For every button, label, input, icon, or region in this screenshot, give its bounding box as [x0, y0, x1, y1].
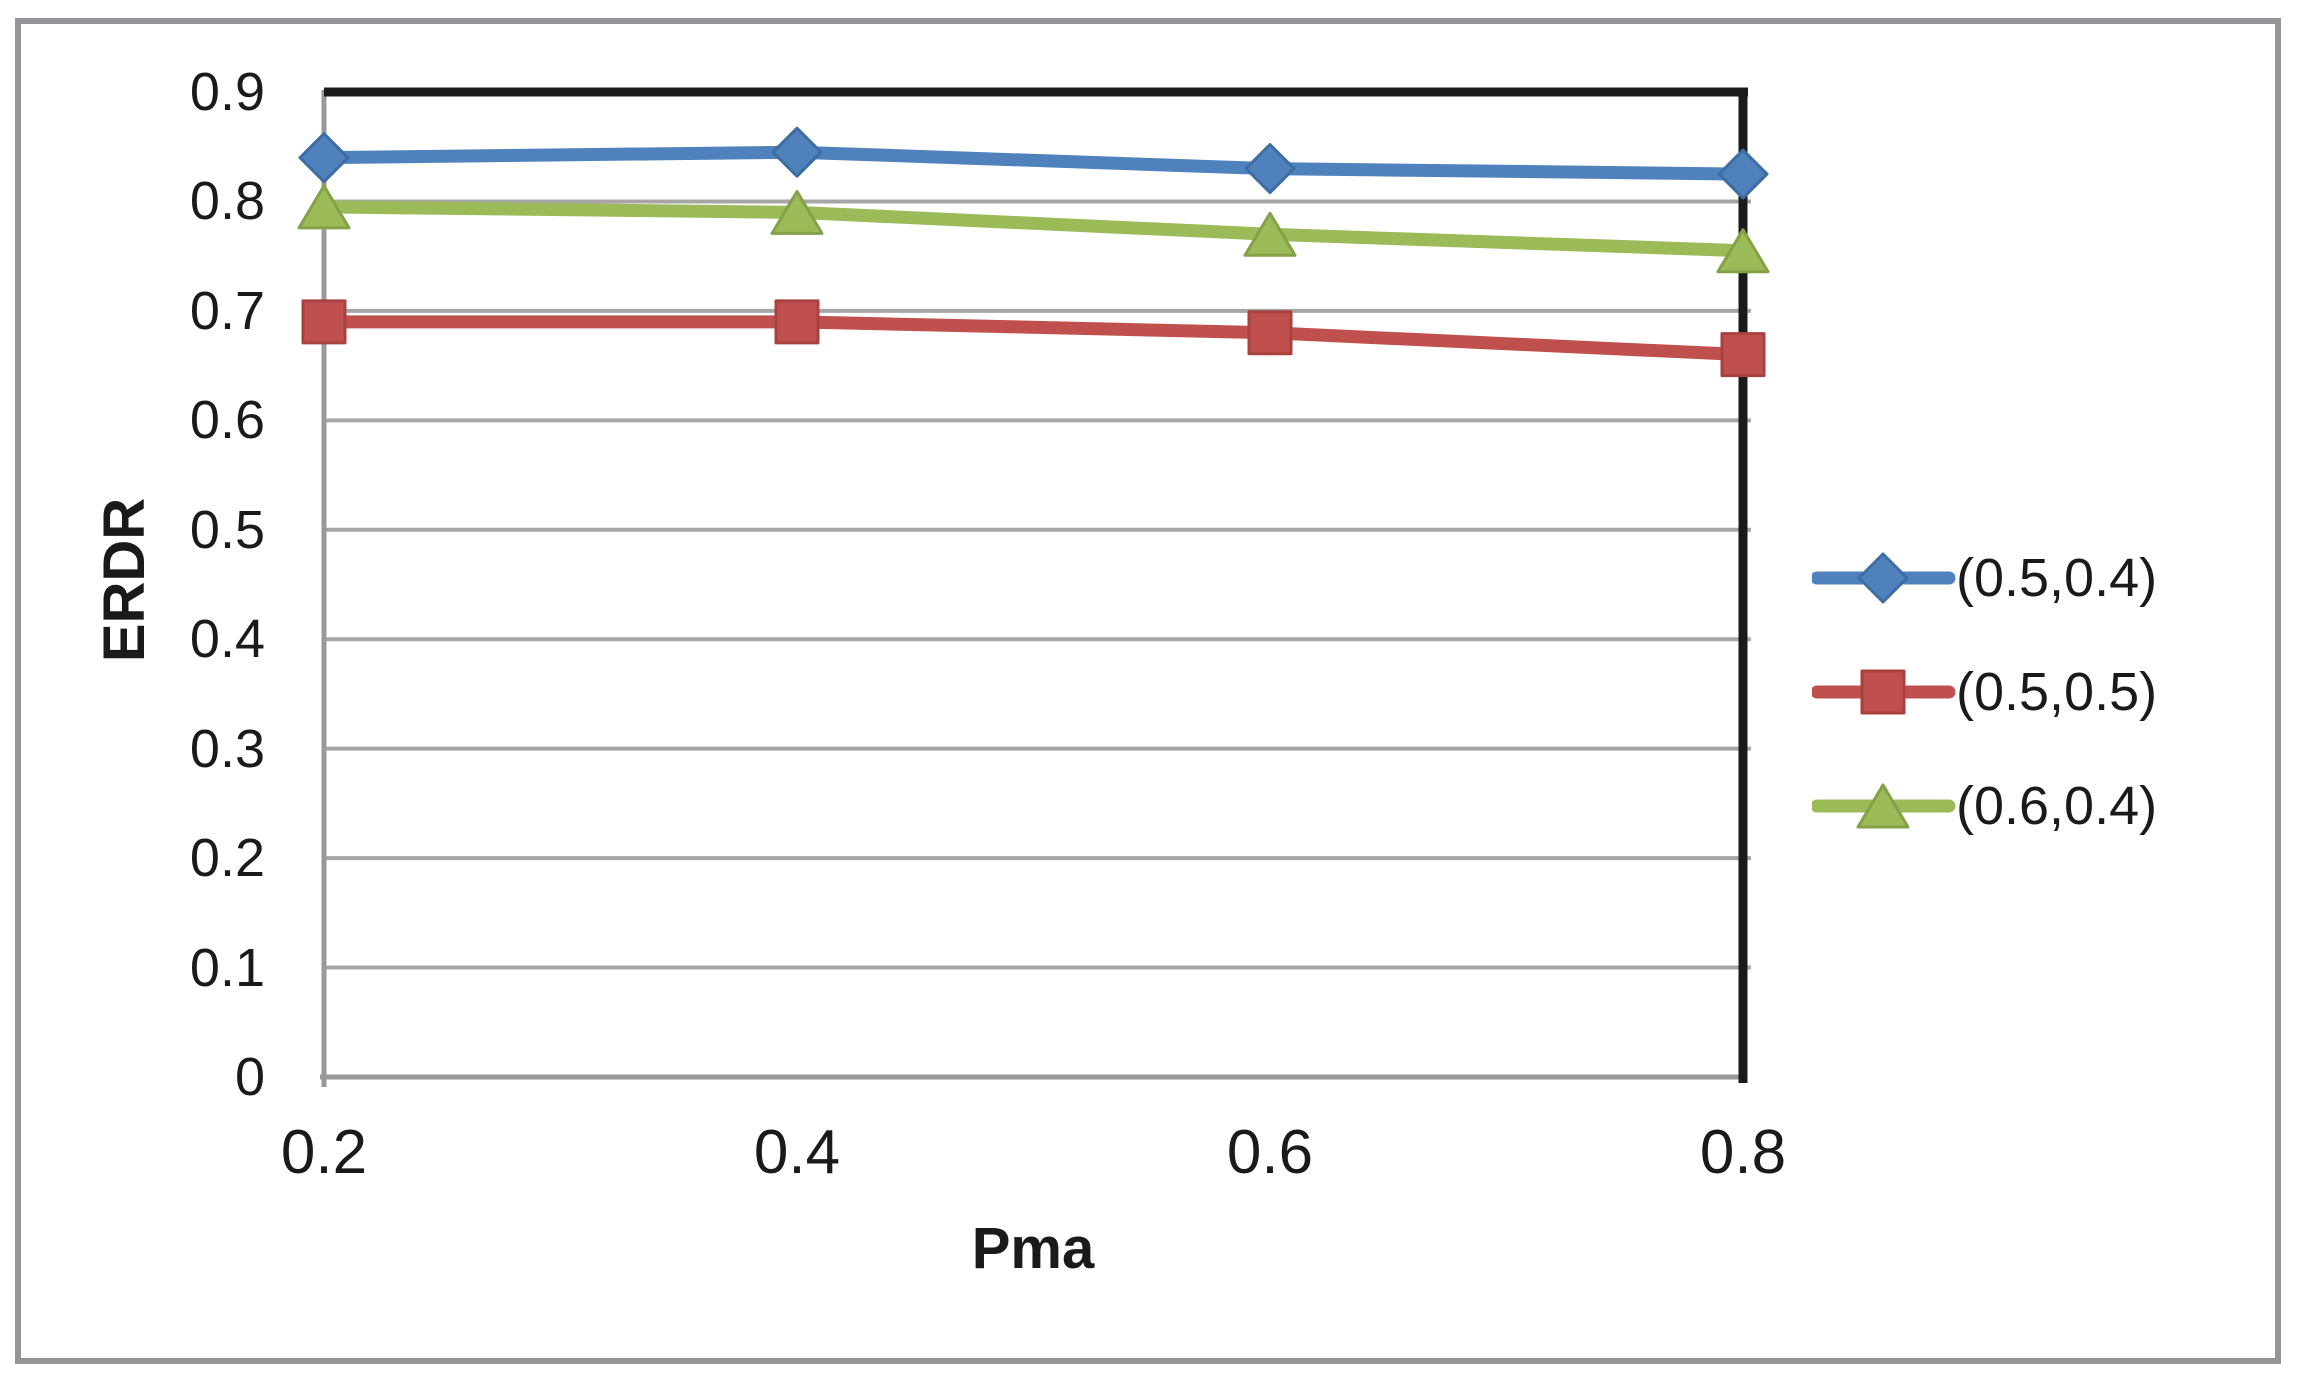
- legend-item: (0.5,0.5): [1812, 660, 2272, 724]
- y-tick-label: 0.8: [189, 171, 265, 232]
- legend-label: (0.5,0.5): [1956, 662, 2158, 722]
- y-tick-label: 0.5: [189, 499, 265, 560]
- figure-border: [15, 18, 2281, 1364]
- series-line: [324, 315, 1744, 362]
- x-tick-label: 0.4: [753, 1118, 841, 1187]
- series-line: [323, 200, 1744, 258]
- legend-marker: [1856, 783, 1910, 829]
- legend-key: [1812, 552, 1956, 604]
- data-point-marker: [298, 132, 350, 184]
- legend-marker: [1857, 552, 1909, 604]
- y-tick-label: 0.6: [189, 390, 265, 451]
- legend-marker: [1860, 669, 1906, 715]
- data-point-marker: [1247, 310, 1293, 356]
- y-tick-label: 0.1: [189, 937, 265, 998]
- legend-label: (0.6,0.4): [1956, 776, 2158, 836]
- y-tick-label: 0.2: [189, 828, 265, 889]
- data-point-marker: [297, 184, 351, 230]
- y-tick-label: 0.9: [189, 62, 265, 122]
- y-tick-label: 0.4: [189, 609, 265, 670]
- y-tick-label: 0.3: [189, 718, 265, 779]
- data-point-marker: [1717, 148, 1769, 200]
- legend-key: [1812, 669, 1956, 715]
- series-line: [323, 145, 1744, 181]
- legend-item: (0.6,0.4): [1812, 774, 2272, 838]
- data-point-marker: [1243, 211, 1297, 257]
- y-tick-label: 0: [234, 1047, 265, 1107]
- data-point-marker: [1244, 143, 1296, 195]
- x-tick-label: 0.6: [1226, 1118, 1314, 1187]
- y-axis-title: ERDR: [92, 497, 157, 663]
- legend-item: (0.5,0.4): [1812, 546, 2272, 610]
- data-point-marker: [1716, 228, 1770, 274]
- x-tick-label: 0.8: [1699, 1118, 1787, 1187]
- y-tick-label: 0.7: [189, 280, 265, 341]
- data-point-marker: [770, 189, 824, 235]
- data-point-marker: [301, 299, 347, 345]
- x-tick-label: 0.2: [280, 1118, 368, 1187]
- data-point-marker: [771, 126, 823, 178]
- x-axis-title: Pma: [971, 1216, 1095, 1281]
- data-point-marker: [1720, 332, 1766, 378]
- data-point-marker: [774, 299, 820, 345]
- legend-key: [1812, 783, 1956, 829]
- legend-label: (0.5,0.4): [1956, 548, 2158, 608]
